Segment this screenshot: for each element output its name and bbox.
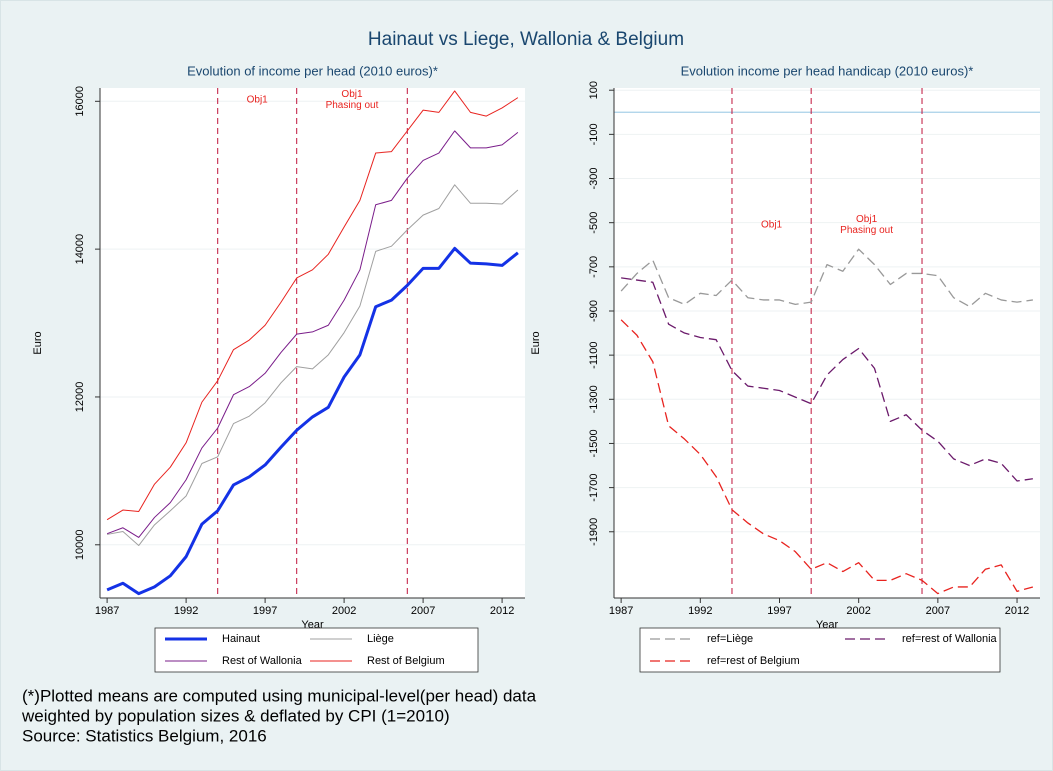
series-line: [621, 277, 1033, 482]
annotation: Phasing out: [326, 100, 379, 111]
x-tick-label: 1997: [767, 605, 791, 617]
plot-area: [100, 88, 525, 598]
legend: [639, 627, 1001, 673]
annotation: Phasing out: [840, 225, 893, 236]
annotation: Obj1: [341, 89, 363, 100]
y-tick-label: -500: [588, 212, 600, 234]
y-tick-label: 16000: [74, 86, 86, 117]
y-tick-label: 12000: [74, 382, 86, 413]
x-tick-label: 2007: [411, 605, 435, 617]
x-tick-label: 1997: [253, 605, 277, 617]
legend: [154, 627, 479, 673]
x-tick-label: 1987: [95, 605, 119, 617]
annotation: Obj1: [247, 95, 269, 106]
x-tick-label: 1992: [688, 605, 712, 617]
y-tick-label: 14000: [74, 234, 86, 265]
legend-label: Liège: [367, 633, 394, 645]
note: (*)Plotted means are computed using muni…: [22, 686, 537, 705]
legend-label: Rest of Belgium: [367, 655, 445, 667]
y-tick-label: 10000: [74, 529, 86, 560]
y-tick-label: -100: [588, 123, 600, 145]
series-line: [107, 184, 519, 547]
y-tick-label: 100: [588, 81, 600, 99]
annotation: Obj1: [856, 214, 878, 225]
x-tick-label: 2002: [332, 605, 356, 617]
y-tick-label: -1700: [588, 474, 600, 502]
legend-label: ref=rest of Wallonia: [902, 633, 998, 645]
legend-label: ref=rest of Belgium: [707, 655, 800, 667]
chart-subtitle: Evolution income per head handicap (2010…: [681, 63, 974, 78]
chart-subtitle: Evolution of income per head (2010 euros…: [187, 63, 438, 78]
series-line: [106, 130, 519, 538]
x-tick-label: 1987: [609, 605, 633, 617]
x-tick-label: 2012: [1005, 605, 1029, 617]
note: Source: Statistics Belgium, 2016: [22, 726, 267, 745]
legend-label: ref=Liège: [707, 633, 753, 645]
y-tick-label: -900: [588, 300, 600, 322]
y-tick-label: -1500: [588, 429, 600, 457]
plot-area: [614, 88, 1040, 598]
x-tick-label: 2007: [926, 605, 950, 617]
y-tick-label: -1900: [588, 518, 600, 546]
x-tick-label: 2002: [846, 605, 870, 617]
series-line: [106, 246, 519, 596]
note: weighted by population sizes & deflated …: [21, 706, 450, 725]
y-tick-label: -1100: [588, 341, 600, 368]
y-axis-label: Euro: [32, 331, 44, 354]
y-tick-label: -300: [588, 168, 600, 190]
legend-label: Hainaut: [222, 633, 260, 645]
series-line: [620, 248, 1033, 308]
y-tick-label: -1300: [588, 385, 600, 413]
series-line: [106, 90, 519, 521]
series-line: [620, 319, 1034, 595]
y-tick-label: -700: [588, 256, 600, 278]
annotation: Obj1: [761, 220, 783, 231]
x-tick-label: 1992: [174, 605, 198, 617]
figure-title: Hainaut vs Liege, Wallonia & Belgium: [368, 29, 684, 50]
y-axis-label: Euro: [530, 331, 542, 354]
legend-label: Rest of Wallonia: [222, 655, 303, 667]
x-tick-label: 2012: [490, 605, 514, 617]
